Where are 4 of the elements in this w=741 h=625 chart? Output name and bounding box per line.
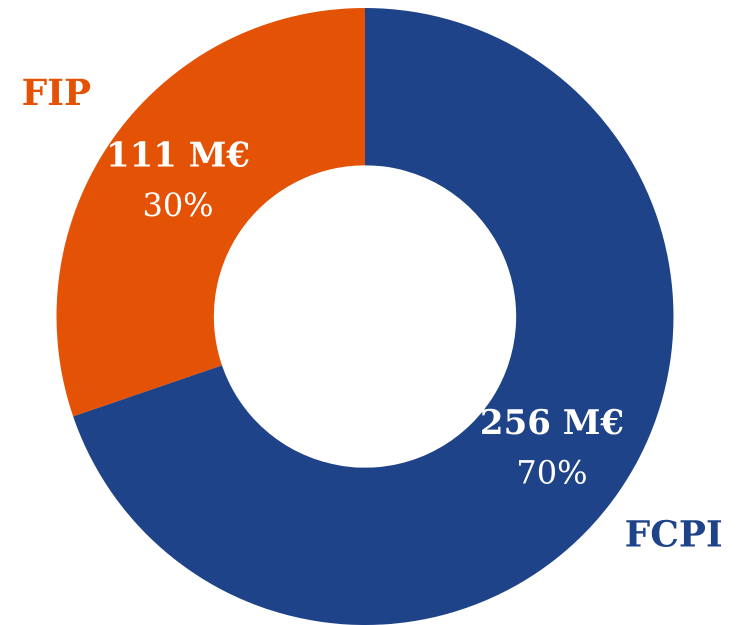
slice-label: FCPI xyxy=(624,514,723,556)
slice-label: FIP xyxy=(22,72,92,114)
data-label: 256 M€ 70% xyxy=(480,402,624,492)
data-label: 111 M€ 30% xyxy=(106,136,250,224)
